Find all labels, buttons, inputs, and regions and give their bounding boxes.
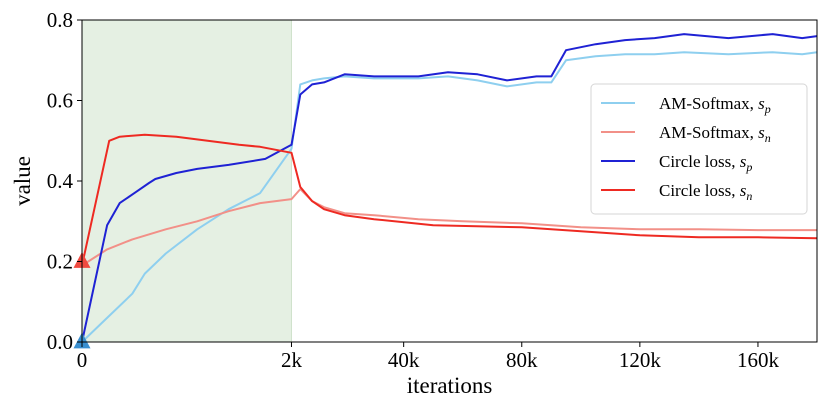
y-tick-label: 0.4 (47, 169, 74, 193)
legend-box (590, 83, 808, 215)
y-tick-label: 0.2 (47, 250, 73, 274)
legend-label: Circle loss, sn (659, 181, 752, 203)
x-tick-label: 2k (281, 348, 303, 372)
y-tick-label: 0.8 (47, 8, 73, 32)
shaded-warmup-region (82, 20, 292, 342)
legend-label: AM-Softmax, sp (659, 94, 771, 116)
series-line-0 (81, 51, 818, 343)
legend-label: AM-Softmax, sn (659, 123, 771, 145)
x-tick-label: 80k (506, 348, 538, 372)
x-tick-label: 40k (388, 348, 420, 372)
y-tick-label: 0.0 (47, 330, 73, 354)
y-axis-label: value (10, 156, 35, 206)
axis-ticks: 0.0 0.2 0.4 0.6 0.8 0 2k 40k 80k 120k 160k (47, 8, 780, 372)
series-line-1 (81, 188, 817, 267)
legend: AM-Softmax, sp AM-Softmax, sn Circle loss,… (590, 83, 808, 215)
series-lines (81, 33, 818, 343)
x-tick-label: 0 (77, 348, 88, 372)
series-line-2 (81, 33, 818, 343)
x-axis-label: iterations (407, 373, 493, 398)
legend-label: Circle loss, sp (659, 152, 752, 174)
series-line-3 (81, 133, 818, 266)
x-tick-label: 120k (619, 348, 662, 372)
y-tick-label: 0.6 (47, 89, 73, 113)
x-tick-label: 160k (737, 348, 780, 372)
